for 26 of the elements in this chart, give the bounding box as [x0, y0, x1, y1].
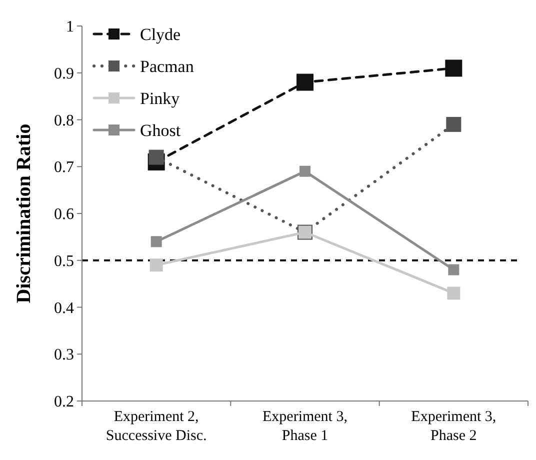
- legend-label: Pacman: [140, 56, 194, 76]
- y-tick-label: 0.5: [54, 252, 74, 270]
- y-tick-label: 0.7: [54, 159, 74, 176]
- point: [446, 116, 462, 132]
- y-tick-label: 0.2: [54, 394, 74, 411]
- point: [150, 236, 162, 248]
- y-tick-label: 0.8: [54, 112, 74, 130]
- point: [150, 258, 163, 272]
- y-tick-label: 0.6: [54, 206, 74, 224]
- legend-label: Ghost: [140, 120, 181, 140]
- legend-label: Clyde: [140, 24, 181, 44]
- x-tick-label: Experiment 2, Successive Disc.: [106, 409, 207, 444]
- point: [296, 74, 314, 91]
- x-tick-label: Experiment 3, Phase 2: [411, 409, 496, 444]
- y-tick-label: 1: [66, 18, 74, 36]
- point: [445, 60, 462, 77]
- y-axis-title: Discrimination Ratio: [13, 124, 35, 304]
- point: [447, 286, 460, 300]
- legend-label: Pinky: [140, 88, 180, 108]
- point: [448, 264, 460, 276]
- y-tick-label: 0.3: [54, 346, 74, 364]
- x-tick-label: Experiment 3, Phase 1: [262, 409, 348, 444]
- y-tick-label: 0.4: [54, 300, 74, 317]
- y-tick-label: 0.9: [54, 65, 74, 82]
- point: [300, 166, 310, 177]
- point: [148, 150, 164, 165]
